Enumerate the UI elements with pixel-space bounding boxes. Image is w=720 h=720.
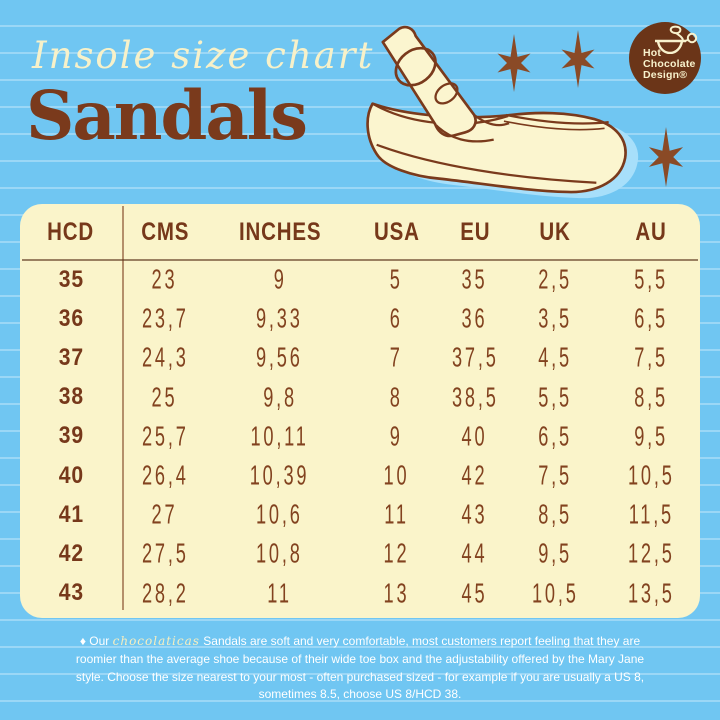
size-cell: 8,5 [538, 497, 572, 531]
size-cell: 11 [384, 497, 409, 531]
size-cell: 26,4 [141, 458, 189, 492]
size-cell: 13,5 [627, 576, 675, 609]
size-cell: 8 [390, 380, 404, 413]
hcd-size-cell: 40 [58, 461, 84, 489]
size-cell: 12 [383, 537, 410, 570]
size-cell: 11,5 [628, 497, 674, 531]
size-cell: 13 [383, 576, 410, 609]
size-cell: 9,8 [262, 380, 297, 413]
size-table: HCD CMS INCHES USA EU UK AU 35 23 9 5 35… [20, 204, 700, 618]
size-cell: 5,5 [538, 380, 572, 413]
table-column-divider [122, 206, 124, 610]
star-icon [648, 127, 684, 187]
size-cell: 9,5 [538, 537, 572, 570]
size-cell: 10,39 [249, 458, 310, 492]
size-cell: 6 [390, 302, 404, 335]
size-cell: 9,5 [634, 419, 668, 453]
column-header: AU [635, 217, 667, 246]
size-cell: 36 [461, 302, 488, 335]
size-cell: 23,7 [141, 302, 189, 335]
size-cell: 43 [461, 497, 488, 531]
hcd-size-cell: 35 [58, 265, 84, 293]
size-cell: 28,2 [141, 576, 189, 609]
size-cell: 6,5 [634, 302, 668, 335]
column-header: UK [539, 217, 571, 246]
size-cell: 5 [390, 262, 404, 296]
size-cell: 9,33 [256, 302, 304, 335]
size-cell: 11 [267, 576, 292, 609]
size-cell: 23 [151, 262, 178, 296]
table-header-divider [22, 259, 698, 261]
hot-chocolate-design-logo: Hot Chocolate Design® [629, 22, 701, 94]
page-title: Sandals [26, 76, 308, 155]
hcd-size-cell: 38 [58, 383, 84, 411]
size-cell: 7 [390, 341, 404, 374]
size-cell: 45 [461, 576, 488, 609]
hcd-size-cell: 36 [58, 304, 84, 332]
column-header: HCD [47, 217, 95, 246]
size-cell: 10,11 [250, 419, 309, 453]
size-cell: 3,5 [538, 302, 572, 335]
brand-name: chocolaticas [112, 634, 200, 648]
hcd-size-cell: 43 [58, 579, 84, 607]
size-cell: 10,5 [627, 458, 675, 492]
size-cell: 10 [383, 458, 410, 492]
diamond-bullet-icon: ♦ [79, 634, 86, 648]
hcd-size-cell: 42 [58, 539, 84, 567]
size-cell: 44 [461, 537, 488, 570]
size-cell: 35 [461, 262, 488, 296]
size-cell: 9,56 [256, 341, 304, 374]
size-cell: 25 [151, 380, 178, 413]
column-header: EU [459, 217, 490, 246]
size-cell: 9 [273, 262, 287, 296]
size-cell: 6,5 [538, 419, 572, 453]
size-cell: 5,5 [634, 262, 668, 296]
buckle-ring-icon [394, 46, 437, 87]
logo-wordmark: Hot Chocolate Design® [643, 47, 696, 81]
size-cell: 10,5 [531, 576, 579, 609]
wedge-sandal-illustration [366, 25, 639, 199]
size-cell: 7,5 [538, 458, 572, 492]
size-cell: 38,5 [451, 380, 499, 413]
hcd-size-cell: 41 [58, 500, 84, 528]
column-header: USA [373, 217, 420, 246]
strap-hole-icon [434, 82, 459, 105]
footer-note: ♦ Our chocolaticas Sandals are soft and … [75, 634, 645, 702]
size-cell: 2,5 [538, 262, 572, 296]
column-header: CMS [140, 217, 189, 246]
size-cell: 8,5 [634, 380, 668, 413]
size-cell: 25,7 [141, 419, 189, 453]
size-cell: 9 [390, 419, 404, 453]
size-cell: 27 [151, 497, 178, 531]
star-icon [561, 30, 595, 88]
size-cell: 42 [461, 458, 488, 492]
size-cell: 4,5 [538, 341, 572, 374]
size-cell: 10,6 [256, 497, 304, 531]
size-cell: 12,5 [627, 537, 675, 570]
size-cell: 10,8 [256, 537, 304, 570]
script-subtitle: Insole size chart [32, 34, 375, 77]
star-icon [497, 34, 531, 92]
coffee-cup-icon [655, 25, 698, 54]
column-header: INCHES [238, 217, 321, 246]
size-cell: 37,5 [451, 341, 499, 374]
size-cell: 24,3 [141, 341, 189, 374]
hcd-size-cell: 39 [58, 422, 84, 450]
size-cell: 27,5 [141, 537, 189, 570]
size-cell: 7,5 [634, 341, 668, 374]
hcd-size-cell: 37 [58, 343, 84, 371]
size-cell: 40 [461, 419, 488, 453]
